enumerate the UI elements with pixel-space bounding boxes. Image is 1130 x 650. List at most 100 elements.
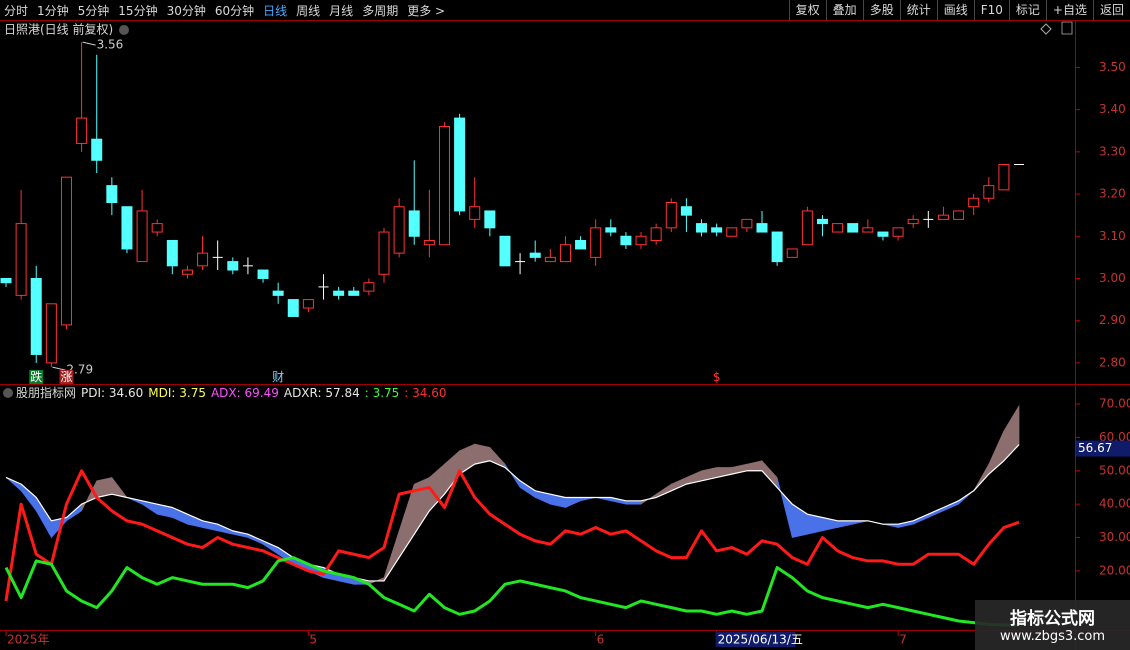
- indicator-header: 股朋指标网 PDI: 34.60 MDI: 3.75 ADX: 69.49 ADXR: …: [16, 385, 447, 400]
- legend-entry: : 34.60: [404, 386, 446, 400]
- tool-button[interactable]: 复权: [788, 0, 826, 20]
- candle-body: [393, 206, 405, 254]
- candle-body: [408, 210, 420, 237]
- adx-cloud: [187, 513, 203, 528]
- candle-body: [227, 261, 239, 271]
- y-tick-label: 3.50: [1099, 60, 1126, 74]
- candle-body: [816, 218, 828, 225]
- panel-icon: [1040, 23, 1052, 35]
- high-label: 3.56: [97, 38, 124, 52]
- candle-body: [968, 197, 980, 208]
- cursor-value-box: [1076, 440, 1130, 457]
- tool-buttons: 复权 叠加 多股 统计 画线 F10 标记 +自选 返回: [788, 0, 1130, 20]
- tool-button[interactable]: 返回: [1092, 0, 1130, 20]
- tool-button[interactable]: 多股: [862, 0, 900, 20]
- candle-body: [771, 231, 783, 263]
- x-tick-label: 7: [899, 633, 907, 647]
- high-arrow: [82, 41, 96, 46]
- period-tab[interactable]: 15分钟: [118, 3, 158, 18]
- candle-body: [953, 210, 965, 220]
- candle-body: [76, 117, 88, 144]
- event-badge: [709, 370, 724, 384]
- adx-cloud: [5, 477, 22, 492]
- candle-body: [937, 214, 949, 220]
- period-tab[interactable]: 日线: [263, 3, 288, 18]
- tool-button[interactable]: +自选: [1045, 0, 1093, 20]
- candle-body: [302, 299, 314, 309]
- candle-body: [711, 227, 723, 233]
- candle-body: [892, 227, 904, 237]
- candle-body: [529, 252, 541, 258]
- candle-body: [121, 206, 133, 250]
- tool-button[interactable]: 画线: [936, 0, 974, 20]
- period-tab[interactable]: 30分钟: [166, 3, 206, 18]
- candle-body: [575, 239, 587, 250]
- candle-body: [605, 227, 617, 233]
- period-tab[interactable]: 分时: [4, 3, 29, 18]
- y-tick-label: 50.00: [1099, 463, 1130, 477]
- event-label: 财: [272, 370, 284, 384]
- candle-body: [590, 227, 602, 258]
- adx-cloud: [837, 520, 854, 528]
- candle-body: [287, 299, 299, 317]
- chart-title: 日照港(日线 前复权): [4, 22, 113, 37]
- candle-body: [726, 227, 738, 237]
- period-tab[interactable]: 60分钟: [214, 3, 255, 18]
- y-tick-label: 2.90: [1099, 313, 1126, 327]
- cursor-value: 56.67: [1078, 441, 1112, 455]
- candle-body: [348, 290, 360, 296]
- period-tab[interactable]: 1分钟: [37, 3, 69, 18]
- candle-body: [30, 277, 42, 355]
- event-label: 跌: [30, 369, 42, 384]
- panel-scroll: [1061, 21, 1073, 35]
- candle-body: [257, 269, 269, 279]
- tool-button[interactable]: 叠加: [825, 0, 863, 20]
- period-tab[interactable]: 月线: [329, 3, 354, 18]
- y-tick-label: 30.00: [1099, 530, 1130, 544]
- candle-body: [272, 290, 284, 296]
- event-label: 涨: [60, 369, 72, 384]
- candle-body: [45, 303, 57, 364]
- legend-entry: ADX: 69.49: [211, 386, 279, 400]
- candle-body: [650, 227, 662, 241]
- tool-button[interactable]: 统计: [899, 0, 937, 20]
- y-tick-label: 40.00: [1099, 497, 1130, 511]
- x-tick-label: 2025/06/13/五: [718, 633, 803, 647]
- x-tick-label: 2025年: [7, 633, 50, 647]
- legend-entry: PDI: 34.60: [81, 386, 143, 400]
- tool-button[interactable]: F10: [973, 0, 1009, 20]
- period-tab[interactable]: 周线: [296, 3, 321, 18]
- y-tick-label: 20.00: [1099, 563, 1130, 577]
- candle-body: [151, 223, 163, 233]
- y-tick-label: 3.00: [1099, 271, 1126, 285]
- legend-entry: ADXR: 57.84: [284, 386, 360, 400]
- tool-button[interactable]: 标记: [1008, 0, 1046, 20]
- candle-body: [907, 218, 919, 225]
- low-arrow: [52, 366, 66, 371]
- candle-body: [983, 185, 995, 199]
- watermark-url: www.zbgs3.com: [999, 629, 1106, 644]
- indicator-title: 股朋指标网: [16, 385, 76, 400]
- candle-body: [91, 138, 103, 161]
- adx-cloud: [746, 460, 763, 472]
- candle-body: [484, 210, 496, 229]
- y-tick-label: 3.20: [1099, 187, 1126, 201]
- candle-body: [499, 235, 511, 267]
- x-tick-label: 5: [309, 633, 317, 647]
- candle-body: [696, 223, 708, 233]
- period-tab[interactable]: 更多 >: [407, 3, 446, 18]
- candle-body: [635, 235, 647, 246]
- legend-entry: MDI: 3.75: [148, 386, 206, 400]
- event-badge: [29, 370, 44, 384]
- period-tabs: 分时 1分钟 5分钟 15分钟 30分钟 60分钟 日线 周线 月线 多周期 更多 >: [0, 0, 445, 20]
- adx-cloud: [655, 483, 672, 498]
- toolbar: 分时 1分钟 5分钟 15分钟 30分钟 60分钟 日线 周线 月线 多周期 更多 > 复权 叠加 多股…: [0, 0, 1130, 20]
- y-tick-label: 3.30: [1099, 144, 1126, 158]
- candle-body: [197, 252, 209, 267]
- watermark-title: 指标公式网: [1010, 609, 1095, 629]
- candle-body: [801, 210, 813, 246]
- y-tick-label: 70.00: [1099, 397, 1130, 411]
- period-tab[interactable]: 多周期: [362, 3, 399, 18]
- period-tab[interactable]: 5分钟: [77, 3, 110, 18]
- candle-body: [106, 185, 118, 203]
